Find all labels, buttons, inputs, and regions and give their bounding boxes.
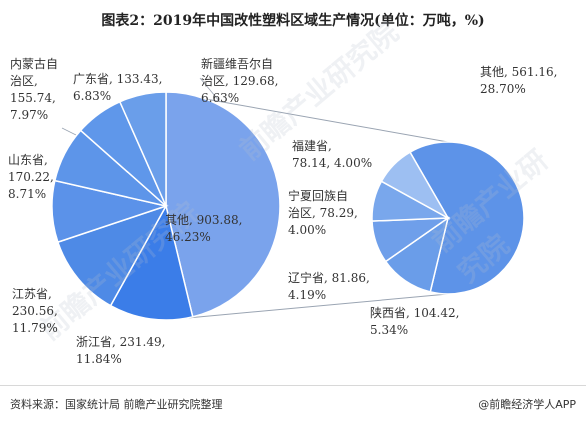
secondary-slice-4 [380,151,450,220]
secondary-pie [371,141,525,295]
main-pie [51,91,281,321]
label-fujian: 福建省, 78.14, 4.00% [292,139,373,170]
label-main-other: 其他, 903.88, 46.23% [165,213,243,244]
label-ningxia: 宁夏回族自 治区, 78.29, 4.00% [288,189,358,237]
source-note: 资料来源：国家统计局 前瞻产业研究院整理 [10,398,223,411]
main-slice-6 [118,91,167,207]
label-zhejiang: 浙江省, 231.49, 11.84% [76,335,166,366]
label-liaoning: 辽宁省, 81.86, 4.19% [288,271,370,302]
secondary-slice-0 [408,141,525,295]
connector-line-0 [165,91,449,143]
chart-title: 图表2：2019年中国改性塑料区域生产情况(单位：万吨，%) [101,13,485,29]
leader-line-2 [199,77,221,103]
label-guangdong: 广东省, 133.43, 6.83% [73,72,163,103]
label-jiangsu: 江苏省, 230.56, 11.79% [12,287,58,335]
main-slice-2 [56,204,168,307]
label-neimenggu: 内蒙古自 治区, 155.74, 7.97% [10,57,59,122]
label-shandong: 山东省, 170.22, 8.71% [8,153,54,201]
main-slice-1 [109,203,194,321]
label-xinjiang: 新疆维吾尔自 治区, 129.68, 6.63% [201,57,279,105]
label-secondary-other: 其他, 561.16, 28.70% [480,65,558,96]
connector-line-1 [165,293,449,321]
label-shaanxi: 陕西省, 104.42, 5.34% [370,306,460,337]
main-slice-0 [165,91,281,318]
brand-credit: @前瞻经济学人APP [478,398,576,411]
footer-divider [0,385,586,386]
